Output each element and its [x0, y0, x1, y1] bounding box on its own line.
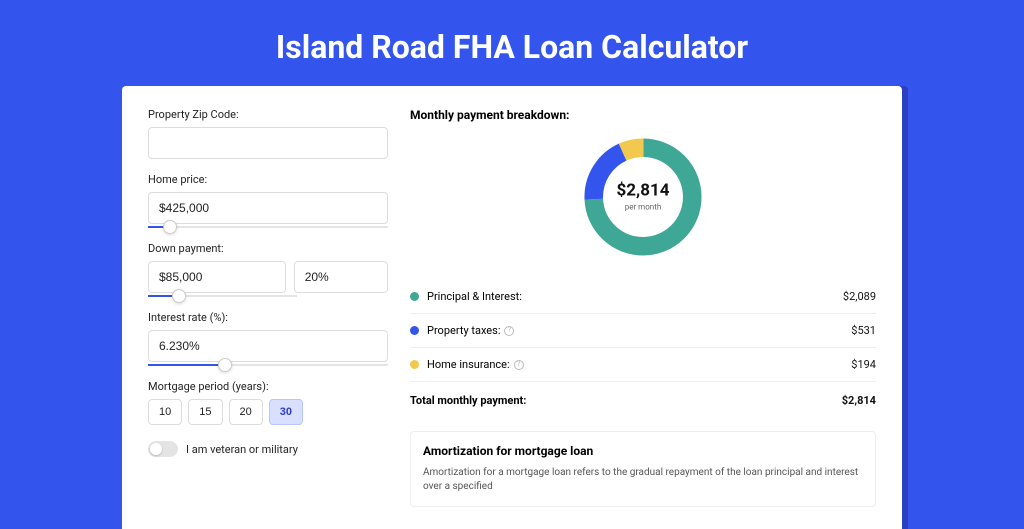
legend-label: Property taxes:?	[427, 324, 851, 337]
price-label: Home price:	[148, 173, 388, 186]
legend-row-2: Home insurance:?$194	[410, 348, 876, 382]
legend-value: $531	[851, 324, 876, 337]
rate-label: Interest rate (%):	[148, 311, 388, 324]
price-field-group: Home price:	[148, 173, 388, 228]
price-input[interactable]	[148, 192, 388, 224]
amortization-text: Amortization for a mortgage loan refers …	[423, 466, 863, 494]
legend-rows: Principal & Interest:$2,089Property taxe…	[410, 280, 876, 382]
period-btn-20[interactable]: 20	[229, 399, 263, 425]
donut-sub: per month	[625, 202, 662, 211]
form-column: Property Zip Code: Home price: Down paym…	[148, 108, 388, 507]
page-title: Island Road FHA Loan Calculator	[0, 0, 1024, 86]
zip-field-group: Property Zip Code:	[148, 108, 388, 159]
legend-value: $194	[851, 358, 876, 371]
period-btn-15[interactable]: 15	[188, 399, 222, 425]
down-pct-input[interactable]	[294, 261, 388, 293]
period-row: 1015 2030	[148, 399, 388, 425]
rate-field-group: Interest rate (%):	[148, 311, 388, 366]
price-slider-thumb[interactable]	[163, 220, 177, 234]
period-btn-30[interactable]: 30	[269, 399, 303, 425]
down-field-group: Down payment:	[148, 242, 388, 297]
down-slider-thumb[interactable]	[172, 289, 186, 303]
period-btn-10[interactable]: 10	[148, 399, 182, 425]
info-icon[interactable]: ?	[514, 360, 524, 370]
total-row: Total monthly payment: $2,814	[410, 382, 876, 417]
breakdown-title: Monthly payment breakdown:	[410, 108, 876, 122]
veteran-toggle-knob	[150, 443, 162, 455]
calculator-card: Property Zip Code: Home price: Down paym…	[122, 86, 902, 529]
legend-dot	[410, 326, 419, 335]
legend-dot	[410, 360, 419, 369]
legend-dot	[410, 292, 419, 301]
zip-input[interactable]	[148, 127, 388, 159]
legend-label: Principal & Interest:	[427, 290, 843, 303]
donut-amount: $2,814	[617, 180, 670, 200]
amortization-card: Amortization for mortgage loan Amortizat…	[410, 431, 876, 507]
total-value: $2,814	[842, 394, 876, 407]
rate-slider-fill	[148, 364, 225, 366]
donut-chart: $2,814 per month	[410, 132, 876, 262]
rate-input[interactable]	[148, 330, 388, 362]
rate-slider-thumb[interactable]	[218, 358, 232, 372]
info-icon[interactable]: ?	[504, 326, 514, 336]
down-amount-input[interactable]	[148, 261, 286, 293]
veteran-label: I am veteran or military	[186, 443, 298, 456]
legend-row-1: Property taxes:?$531	[410, 314, 876, 348]
amortization-title: Amortization for mortgage loan	[423, 444, 863, 458]
legend-value: $2,089	[843, 290, 876, 303]
legend-label: Home insurance:?	[427, 358, 851, 371]
period-field-group: Mortgage period (years): 1015 2030	[148, 380, 388, 425]
veteran-toggle-row: I am veteran or military	[148, 441, 388, 457]
down-slider[interactable]	[148, 295, 297, 297]
veteran-toggle[interactable]	[148, 441, 178, 457]
rate-slider[interactable]	[148, 364, 388, 366]
period-label: Mortgage period (years):	[148, 380, 388, 393]
legend-row-0: Principal & Interest:$2,089	[410, 280, 876, 314]
price-slider[interactable]	[148, 226, 388, 228]
total-label: Total monthly payment:	[410, 394, 842, 407]
down-label: Down payment:	[148, 242, 388, 255]
zip-label: Property Zip Code:	[148, 108, 388, 121]
breakdown-column: Monthly payment breakdown: $2,814 per mo…	[410, 108, 876, 507]
